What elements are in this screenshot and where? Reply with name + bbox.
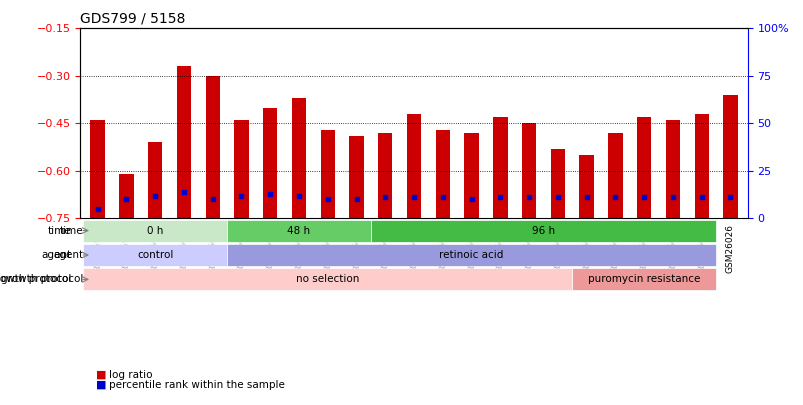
FancyBboxPatch shape (226, 244, 715, 266)
Bar (91, 120, 104, 218)
Bar (119, 174, 133, 218)
Text: ■: ■ (96, 380, 107, 390)
Text: 96 h: 96 h (532, 226, 554, 236)
Bar (723, 95, 736, 218)
FancyBboxPatch shape (572, 269, 715, 290)
Bar (234, 120, 248, 218)
Point (666, 194, 679, 200)
Point (580, 194, 593, 200)
Bar (349, 136, 363, 218)
Point (436, 194, 449, 200)
Bar (492, 117, 507, 218)
Point (522, 194, 535, 200)
FancyBboxPatch shape (84, 269, 572, 290)
Bar (377, 133, 392, 218)
Text: time: time (59, 226, 84, 236)
Bar (206, 76, 220, 218)
Bar (694, 114, 708, 218)
Text: ■: ■ (96, 370, 107, 379)
Text: retinoic acid: retinoic acid (439, 250, 503, 260)
Bar (607, 133, 622, 218)
Text: 48 h: 48 h (287, 226, 310, 236)
FancyBboxPatch shape (226, 220, 370, 241)
Point (493, 194, 506, 200)
Point (724, 194, 736, 200)
Point (695, 194, 707, 200)
Bar (320, 130, 335, 218)
Point (292, 192, 305, 199)
FancyBboxPatch shape (84, 220, 226, 241)
Text: log ratio: log ratio (108, 370, 152, 379)
Point (407, 194, 420, 200)
Text: time: time (48, 226, 71, 236)
Bar (291, 98, 306, 218)
Text: agent: agent (53, 250, 84, 260)
Bar (406, 114, 421, 218)
Bar (521, 124, 536, 218)
Point (608, 194, 621, 200)
Point (263, 190, 276, 197)
Point (177, 188, 190, 195)
Point (149, 192, 161, 199)
Point (234, 192, 247, 199)
Text: 0 h: 0 h (147, 226, 163, 236)
Bar (579, 155, 593, 218)
Point (120, 196, 132, 202)
Bar (464, 133, 478, 218)
Text: GDS799 / 5158: GDS799 / 5158 (80, 12, 185, 26)
Text: growth protocol: growth protocol (0, 274, 71, 284)
Text: control: control (137, 250, 173, 260)
Text: no selection: no selection (296, 274, 359, 284)
Point (378, 194, 391, 200)
Bar (177, 66, 191, 218)
Point (91, 206, 104, 212)
FancyBboxPatch shape (84, 244, 226, 266)
Text: percentile rank within the sample: percentile rank within the sample (108, 380, 284, 390)
Bar (435, 130, 450, 218)
Point (206, 196, 219, 202)
Text: puromycin resistance: puromycin resistance (587, 274, 699, 284)
Bar (636, 117, 650, 218)
Point (321, 196, 334, 202)
Point (465, 196, 478, 202)
FancyBboxPatch shape (370, 220, 715, 241)
Text: growth protocol: growth protocol (1, 274, 84, 284)
Bar (148, 142, 162, 218)
Bar (550, 149, 565, 218)
Text: agent: agent (42, 250, 71, 260)
Bar (665, 120, 679, 218)
Point (637, 194, 650, 200)
Point (349, 196, 362, 202)
Point (551, 194, 564, 200)
Bar (263, 107, 277, 218)
